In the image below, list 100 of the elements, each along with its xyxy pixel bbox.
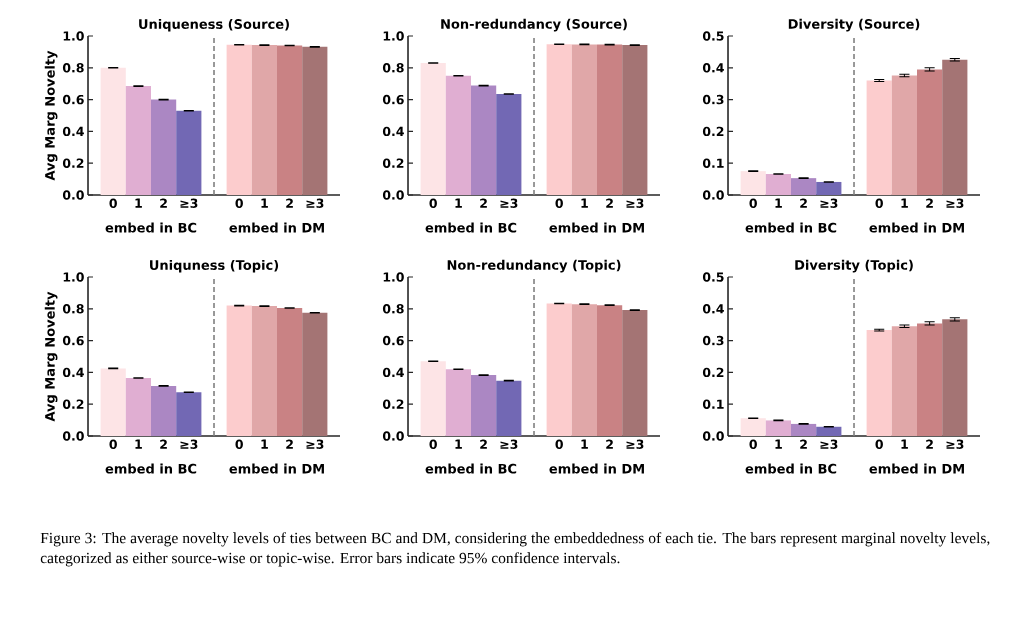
y-tick-label: 0.0 — [62, 431, 84, 441]
x-tick-label: 0 — [429, 198, 437, 208]
x-tick-label: 1 — [261, 198, 268, 208]
bar — [151, 99, 177, 195]
bar — [226, 305, 252, 436]
x-tick-label: 2 — [800, 198, 807, 208]
x-tick-label: 1 — [581, 439, 588, 449]
chart-title: Diversity (Source) — [788, 18, 920, 32]
x-tick-label: 1 — [261, 439, 268, 449]
bar — [597, 44, 623, 195]
chart-title: Uniqueness (Source) — [139, 18, 289, 32]
y-axis-title: Avg Marg Novelty — [44, 50, 58, 181]
x-tick-label: ≥3 — [946, 198, 964, 208]
bar — [420, 361, 446, 436]
y-tick-label: 0.2 — [702, 367, 724, 378]
x-tick-label: 2 — [160, 198, 167, 208]
bar — [571, 44, 598, 195]
chart-title: Diversity (Topic) — [795, 259, 913, 273]
x-tick-label: 2 — [800, 439, 807, 449]
text: embed in DM — [549, 222, 644, 233]
y-tick-label: 0.5 — [702, 272, 724, 282]
x-tick-label: ≥3 — [946, 439, 964, 449]
bar — [302, 46, 328, 195]
y-tick-label: 0.6 — [382, 335, 404, 346]
x-tick-label: 1 — [901, 198, 908, 208]
bar — [942, 59, 968, 195]
bar — [917, 69, 943, 195]
x-tick-label: 0 — [749, 439, 757, 449]
text: embed in BC — [105, 222, 197, 233]
x-tick-label: 1 — [901, 439, 908, 449]
bar — [622, 310, 648, 436]
x-tick-label: ≥3 — [820, 439, 838, 449]
bar — [740, 171, 766, 195]
bar — [891, 75, 918, 195]
x-tick-label: 0 — [749, 198, 757, 208]
x-tick-label: 0 — [235, 198, 243, 208]
text: embed in BC — [745, 463, 837, 474]
bar — [546, 303, 572, 436]
x-tick-label: 0 — [235, 439, 243, 449]
y-tick-label: 0.4 — [62, 126, 84, 137]
y-tick-label: 0.0 — [382, 190, 404, 200]
x-tick-label: ≥3 — [626, 439, 644, 449]
bar — [100, 67, 126, 195]
y-tick-label: 0.8 — [382, 63, 404, 73]
text: embed in BC — [105, 463, 197, 474]
x-tick-label: 1 — [581, 198, 588, 208]
x-tick-label: 0 — [109, 198, 117, 208]
bar — [740, 418, 766, 436]
y-tick-label: 0.2 — [62, 158, 84, 168]
chart-title: Uniquness (Topic) — [150, 259, 279, 273]
bar — [226, 44, 252, 195]
x-tick-label: 0 — [875, 439, 883, 449]
bar — [100, 368, 126, 436]
y-tick-label: 0.4 — [382, 367, 404, 378]
y-tick-label: 0.0 — [702, 431, 724, 441]
bar — [445, 369, 472, 436]
x-tick-label: 2 — [926, 198, 933, 208]
bar — [176, 110, 202, 195]
y-tick-label: 0.8 — [382, 304, 404, 314]
bar — [277, 308, 303, 436]
x-tick-label: 1 — [135, 198, 142, 208]
chart-title: Non-redundancy (Topic) — [447, 259, 621, 273]
bar — [151, 385, 177, 436]
x-tick-label: 0 — [429, 439, 437, 449]
y-tick-label: 0.6 — [382, 94, 404, 105]
bar — [791, 178, 817, 195]
bar — [420, 63, 446, 195]
x-tick-label: 2 — [160, 439, 167, 449]
y-tick-label: 0.5 — [702, 31, 724, 41]
y-tick-label: 0.0 — [382, 431, 404, 441]
y-tick-label: 0.2 — [702, 126, 724, 137]
text: embed in DM — [229, 222, 324, 233]
x-tick-label: ≥3 — [626, 198, 644, 208]
text: embed in BC — [425, 463, 517, 474]
bar — [251, 306, 278, 436]
x-tick-label: ≥3 — [500, 439, 518, 449]
bar — [765, 174, 792, 195]
x-tick-label: 1 — [455, 439, 462, 449]
bar — [277, 45, 303, 195]
y-tick-label: 1.0 — [383, 272, 404, 282]
y-tick-label: 0.4 — [702, 63, 724, 73]
text: embed in DM — [549, 463, 644, 474]
bar — [942, 319, 968, 436]
text: embed in DM — [229, 463, 324, 474]
bar — [597, 305, 623, 436]
bar — [496, 94, 522, 195]
y-tick-label: 0.6 — [62, 94, 84, 105]
bar — [546, 44, 572, 195]
y-tick-label: 0.3 — [702, 94, 724, 105]
bar — [496, 380, 522, 436]
bar — [445, 75, 472, 195]
y-tick-label: 0.4 — [62, 367, 84, 378]
y-tick-label: 1.0 — [63, 272, 84, 282]
x-tick-label: ≥3 — [180, 198, 198, 208]
y-tick-label: 0.1 — [702, 399, 724, 409]
y-tick-label: 0.0 — [702, 190, 724, 200]
x-tick-label: ≥3 — [180, 439, 198, 449]
y-tick-label: 0.6 — [62, 335, 84, 346]
x-tick-label: 0 — [109, 439, 117, 449]
caption: Figure 3: The average novelty levels of ties between BC and DM, considering the embeddedness of each tie. The bars represent marginal novelty levels, categorized as either source-wise or topic-wise. Error bars indicate 95% confidence intervals. — [40, 532, 990, 567]
